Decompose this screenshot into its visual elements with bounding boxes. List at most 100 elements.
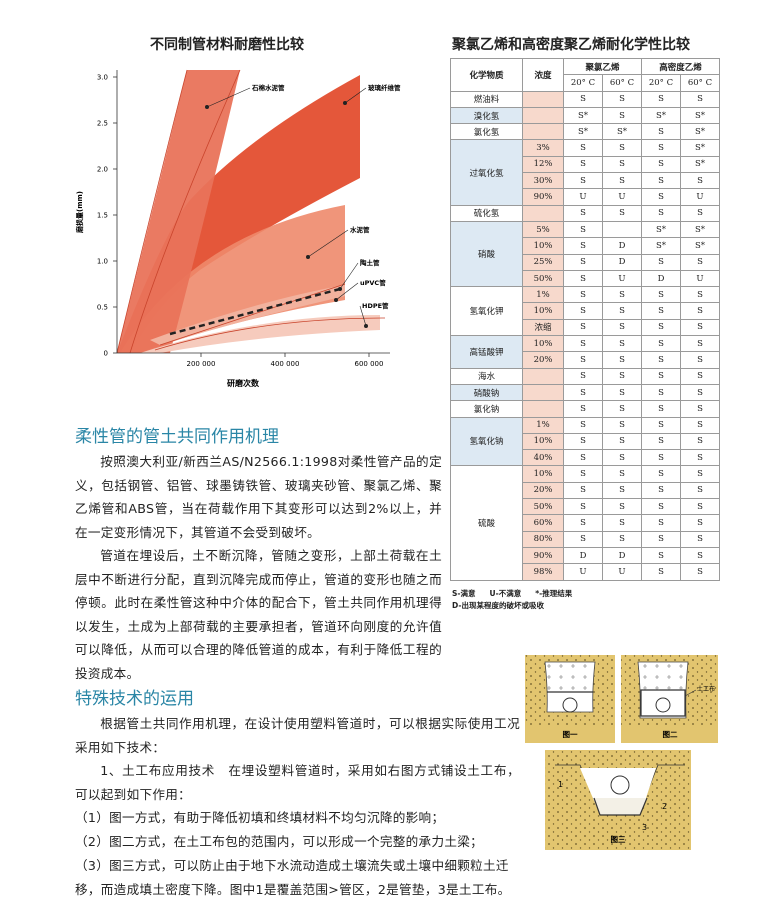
- result-cell: S: [680, 563, 720, 581]
- result-cell: S: [641, 139, 681, 157]
- curve-label: HDPE管: [362, 301, 389, 310]
- table-row: 10% S S S S: [451, 432, 720, 451]
- band-hdpe: [140, 315, 380, 353]
- paragraph: 管道在埋设后，土不断沉降，管随之变形，上部土荷载在土层中不断进行分配，直到沉降完…: [75, 548, 442, 681]
- x-axis-label: 研磨次数: [227, 378, 260, 388]
- result-cell: S: [602, 416, 642, 434]
- table-row: 硫酸 10% S S S S: [449, 465, 720, 581]
- leader-dot: [205, 105, 209, 109]
- y-tick-label: 1.0: [97, 258, 108, 266]
- result-cell: S*: [680, 123, 720, 141]
- result-cell: S: [563, 335, 603, 353]
- result-cell: S: [641, 498, 681, 516]
- result-cell: S: [602, 432, 642, 451]
- legend-entry: U-不满意: [489, 589, 522, 598]
- result-cell: S: [680, 530, 720, 548]
- pipe: [655, 697, 671, 713]
- band-edges: [116, 69, 241, 354]
- result-cell: S: [602, 335, 642, 353]
- result-cell: S: [602, 172, 642, 190]
- concentration-cell: 浓缩: [522, 318, 564, 337]
- result-cell: D: [602, 546, 642, 565]
- concentration-cell: 10%: [522, 465, 564, 483]
- concentration-cell: 60%: [522, 514, 564, 532]
- result-cell: S: [641, 514, 681, 532]
- result-cell: S: [563, 530, 603, 548]
- result-cell: S: [641, 400, 681, 418]
- legend-entry: *-推理结果: [535, 589, 573, 598]
- legend-entry: S-满意: [452, 589, 476, 598]
- result-cell: S: [563, 155, 603, 174]
- result-cell: S: [563, 481, 603, 500]
- result-cell: S: [680, 367, 720, 385]
- concentration-cell: 50%: [522, 498, 564, 516]
- leader: [307, 229, 349, 258]
- geotextile: [640, 689, 686, 717]
- result-cell: S: [680, 546, 720, 565]
- result-cell: S*: [563, 123, 603, 141]
- legend-line: S-满意 U-不满意 *-推理结果: [452, 588, 586, 600]
- header-cell: 20° C: [641, 74, 681, 92]
- substance-cell: 海水: [449, 367, 524, 385]
- section-body: 按照澳大利亚/新西兰AS/N2566.1:1998对柔性管产品的定义，包括钢管、…: [75, 450, 442, 685]
- result-cell: S: [602, 302, 642, 320]
- result-cell: S: [680, 432, 720, 451]
- concentration-cell: [522, 90, 564, 108]
- y-axis-label: 磨损量(mm): [75, 191, 84, 233]
- result-cell: S: [680, 286, 720, 304]
- figure-caption: 图一: [563, 730, 578, 739]
- concentration-cell: 10%: [522, 237, 564, 255]
- concentration-cell: 5%: [522, 220, 564, 239]
- concentration-cell: 25%: [522, 253, 564, 271]
- figure-caption: 图三: [611, 835, 626, 844]
- result-cell: S: [680, 449, 720, 467]
- table-row: 氢氧化钾 1% S S S S: [449, 286, 720, 337]
- concentration-cell: 1%: [522, 286, 564, 304]
- leader-dot: [338, 287, 342, 291]
- substance-cell: 溴化氢: [449, 106, 524, 125]
- substance-cell: 高锰酸钾: [449, 335, 524, 369]
- substance-cell: 燃油料: [449, 90, 524, 108]
- result-cell: D: [602, 237, 642, 255]
- result-cell: S: [563, 432, 603, 451]
- paragraph: 1、土工布应用技术 在埋设塑料管道时，采用如右图方式铺设土工布，可以起到如下作用…: [75, 763, 520, 802]
- result-cell: S*: [680, 139, 720, 157]
- result-cell: S: [602, 204, 642, 222]
- list-item: （1）图一方式，有助于降低初填和终填材料不均匀沉降的影响；: [75, 810, 445, 825]
- curve-label: 石棉水泥管: [251, 83, 285, 92]
- result-cell: S: [680, 253, 720, 271]
- result-cell: U: [680, 188, 720, 206]
- backfill: [545, 662, 595, 692]
- result-cell: S: [563, 416, 603, 434]
- leader-dot: [306, 255, 310, 259]
- result-cell: S: [602, 106, 642, 125]
- result-cell: S: [641, 383, 681, 402]
- result-cell: S: [680, 481, 720, 500]
- result-cell: S: [602, 514, 642, 532]
- result-cell: S*: [680, 155, 720, 174]
- table-row: 过氧化氢 3% S S S S*: [449, 139, 720, 206]
- result-cell: S: [602, 481, 642, 500]
- table-row: 50% S S S S: [451, 498, 720, 516]
- figure-3: 1 2 3 图三: [545, 750, 691, 850]
- curve-label: 陶土管: [360, 258, 380, 267]
- result-cell: S: [563, 465, 603, 483]
- leader-dot: [334, 298, 338, 302]
- result-cell: S: [602, 286, 642, 304]
- table-row: 氯化钠 S S S S: [449, 400, 720, 418]
- table-row: 海水 S S S S: [449, 367, 720, 385]
- x-tick-label: 400 000: [271, 360, 300, 368]
- result-cell: U: [602, 188, 642, 206]
- result-cell: S: [680, 204, 720, 222]
- result-cell: S: [563, 172, 603, 190]
- table-row: 硝酸 5% S S* S*: [449, 220, 720, 288]
- table-row: 硝酸钠 S S S S: [449, 383, 720, 402]
- result-cell: S: [680, 318, 720, 337]
- result-cell: S: [563, 139, 603, 157]
- result-cell: S: [641, 286, 681, 304]
- concentration-cell: 12%: [522, 155, 564, 174]
- backfill: [638, 662, 688, 690]
- x-tick-label: 600 000: [355, 360, 384, 368]
- result-cell: S: [563, 204, 603, 222]
